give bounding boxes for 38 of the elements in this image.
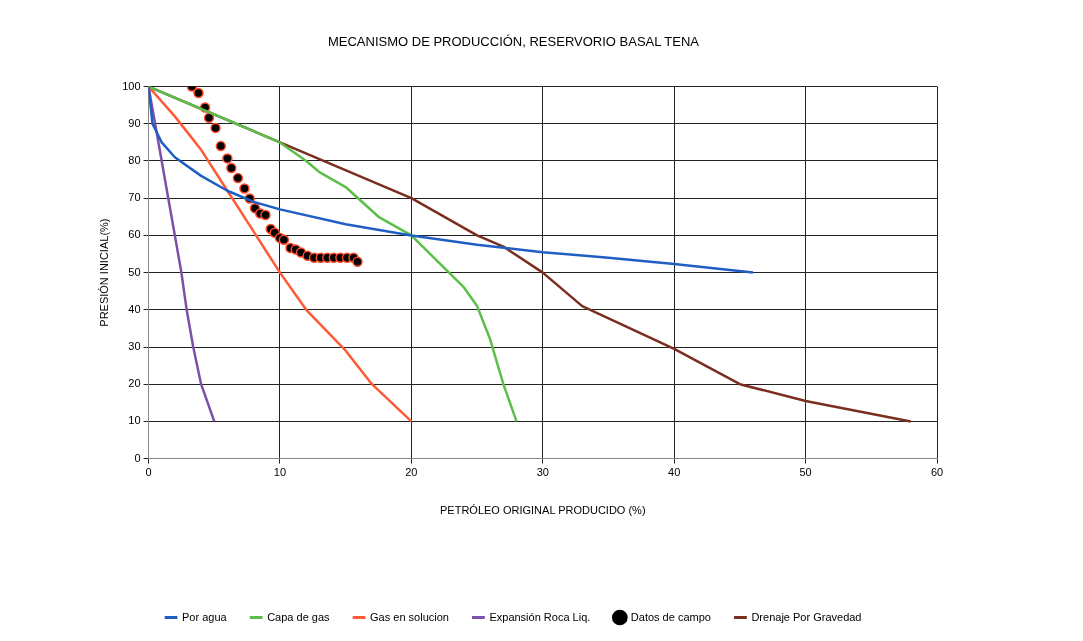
point xyxy=(193,87,204,99)
y-tick-label: 30 xyxy=(128,340,141,353)
point xyxy=(210,122,221,134)
y-tick-label: 80 xyxy=(128,154,141,167)
legend-label: Gas en solucion xyxy=(370,610,449,623)
y-tick-label: 50 xyxy=(128,265,141,278)
x-tick-label: 50 xyxy=(799,466,812,479)
y-axis-title: PRESIÓN INICIAL(%) xyxy=(97,218,110,327)
y-tick-label: 40 xyxy=(128,302,141,315)
x-tick-label: 20 xyxy=(405,466,418,479)
point xyxy=(203,112,215,124)
point xyxy=(278,234,290,246)
point xyxy=(260,209,271,221)
y-tick-label: 10 xyxy=(128,414,141,427)
x-tick-label: 60 xyxy=(930,466,944,479)
point xyxy=(232,172,244,184)
point xyxy=(215,140,227,152)
chart-title: MECANISMO DE PRODUCCIÓN, RESERVORIO BASAL TENA xyxy=(327,34,700,50)
x-axis-title: PETRÓLEO ORIGINAL PRODUCIDO (%) xyxy=(440,504,646,517)
x-tick-label: 40 xyxy=(668,466,681,479)
y-tick-label: 0 xyxy=(134,451,141,464)
x-tick-label: 30 xyxy=(536,466,549,479)
legend-label: Drenaje Por Gravedad xyxy=(751,610,862,623)
y-tick-label: 100 xyxy=(122,79,141,92)
point xyxy=(352,256,363,268)
y-tick-label: 90 xyxy=(128,116,141,129)
x-tick-label: 0 xyxy=(145,466,152,479)
legend-label: Datos de campo xyxy=(630,610,711,623)
y-tick-label: 70 xyxy=(128,191,141,204)
legend-label: Por agua xyxy=(182,610,228,623)
x-tick-label: 10 xyxy=(273,466,287,479)
point xyxy=(239,183,250,194)
point xyxy=(226,162,237,174)
y-tick-label: 60 xyxy=(128,228,141,241)
y-tick-label: 20 xyxy=(128,377,141,390)
legend-label: Capa de gas xyxy=(267,610,331,623)
point xyxy=(222,153,233,164)
legend-label: Expansión Roca Liq. xyxy=(489,610,591,623)
